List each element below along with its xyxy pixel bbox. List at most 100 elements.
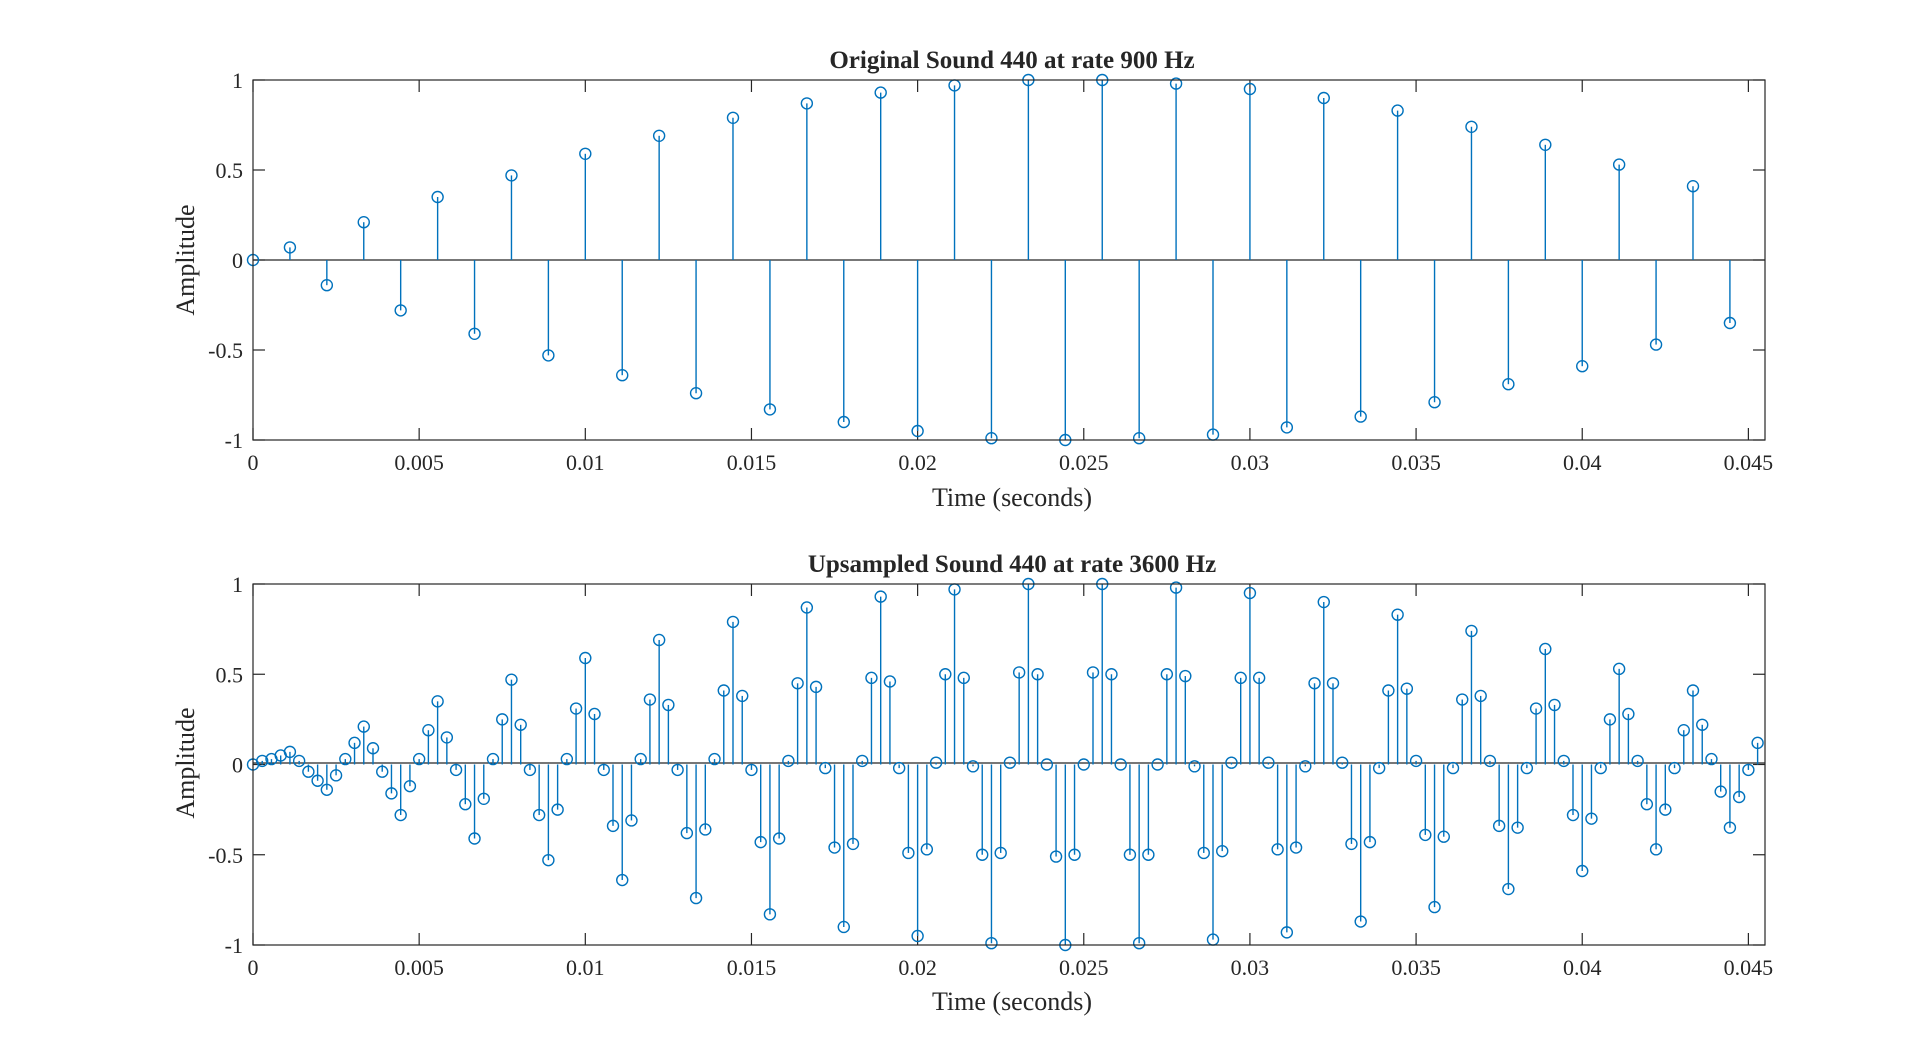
subplot-original: Original Sound 440 at rate 900 Hz Time (… [171,47,1773,512]
stem-marker [1456,693,1469,706]
stem-marker [625,814,638,827]
stem-marker [717,684,730,697]
stem-marker [1465,624,1478,638]
stem-marker [1391,608,1404,621]
stem-marker [542,853,555,867]
stem-marker [422,724,435,737]
stem-marker [1225,756,1238,769]
stem-marker [1474,689,1487,703]
stem-marker [1714,785,1727,798]
stem-marker [1326,677,1340,690]
x-tick-labels: 0 0.005 0.01 0.015 0.02 0.025 0.03 0.035 0.04 0.0… [248,450,1774,475]
stem-marker [1308,677,1321,690]
stem-marker [551,803,564,816]
x-tick-label: 0.03 [1231,955,1270,980]
stem-marker [966,760,980,773]
stem-marker [662,698,675,712]
stem-marker [809,680,823,694]
stem-marker [652,129,666,143]
x-tick-label: 0.03 [1231,450,1270,475]
stem-marker [837,415,850,429]
stem-marker [1723,316,1737,330]
axes-frame [252,583,1766,946]
stem-marker [366,742,380,755]
stem-marker [1197,846,1210,860]
stem-marker [1169,581,1183,594]
stem-marker [1132,936,1146,950]
stem-marker [985,432,998,445]
stem-marker [1631,754,1644,768]
x-tick-label: 0.02 [898,450,937,475]
stem-marker [1354,915,1367,928]
x-tick-label: 0.02 [898,955,937,980]
y-tick-label: 0 [232,753,243,778]
chart-title: Upsampled Sound 440 at rate 3600 Hz [808,551,1216,578]
stem-series [246,73,1737,447]
stem-marker [828,841,841,854]
stem-marker [394,808,407,822]
stem-marker [1557,754,1570,768]
stem-marker [1677,724,1690,737]
stem-marker [440,731,454,744]
stem-marker [1529,702,1543,715]
stem-marker [431,190,444,204]
stem-marker [1502,882,1515,896]
stem-marker [579,147,592,161]
stem-marker [1548,698,1561,712]
stem-marker [634,752,647,766]
stem-marker [579,651,592,665]
chart-title: Original Sound 440 at rate 900 Hz [829,47,1194,74]
stem-marker [1252,671,1266,685]
stem-marker [1382,684,1395,697]
stem-marker [1160,668,1174,681]
stem-marker [1105,668,1118,681]
stem-marker [1234,671,1247,685]
stem-marker [985,936,998,950]
stem-marker [1409,754,1423,768]
stem-marker [283,745,297,759]
y-tick-label: -0.5 [208,843,243,868]
stem-marker [883,675,897,688]
stem-marker [1502,378,1515,391]
stem-marker [496,713,509,726]
stem-marker [689,387,703,400]
stem-marker [302,765,315,778]
stem-marker [1603,713,1617,726]
stem-marker [1446,761,1460,775]
y-axis-label: Amplitude [171,204,200,315]
stem-marker [569,702,583,715]
stem-marker [1751,736,1764,750]
stem-marker [763,403,777,416]
stem-marker [763,908,777,921]
stem-marker [597,763,610,777]
stem-marker [477,792,490,805]
stem-marker [468,327,481,340]
stem-marker [1049,850,1063,863]
stem-marker [782,754,795,768]
stem-marker [939,668,952,681]
x-axis-label: Time (seconds) [932,987,1092,1016]
stem-marker [1483,754,1497,768]
stem-marker [1280,926,1294,939]
stem-marker [1391,104,1404,117]
stem-marker [865,671,878,685]
y-tick-labels: -1 -0.5 0 0.5 1 [208,68,243,453]
stem-marker [1705,752,1718,766]
stem-marker [846,837,860,851]
stem-marker [283,241,297,254]
stem-marker [1123,848,1137,861]
stem-marker [1659,803,1672,816]
stem-marker [1539,138,1552,152]
stem-marker [902,846,915,860]
y-tick-labels: -1 -0.5 0 0.5 1 [208,572,243,958]
stem-marker [643,693,657,706]
stem-marker [1492,819,1506,833]
stem-marker [357,215,370,229]
stem-marker [1271,843,1284,856]
x-tick-label: 0.025 [1059,955,1109,980]
stem-marker [1576,360,1589,373]
stem-marker [403,779,417,793]
stem-marker [754,835,767,849]
stem-marker [874,590,887,603]
stem-marker [929,756,943,769]
